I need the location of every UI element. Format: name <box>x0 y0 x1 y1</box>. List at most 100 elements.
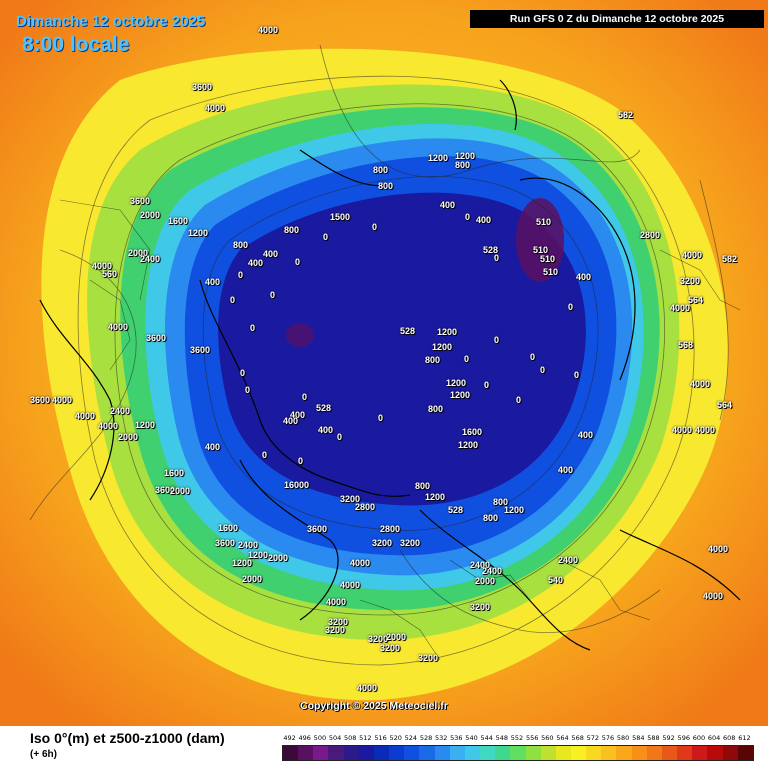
contour-value-label: 800 <box>493 497 509 507</box>
contour-value-label: 400 <box>576 272 592 282</box>
contour-value-label: 4000 <box>75 411 96 421</box>
contour-value-label: 528 <box>316 403 332 413</box>
scale-label: 508 <box>344 734 357 742</box>
contour-value-label: 1200 <box>232 558 253 568</box>
scale-swatch <box>540 746 556 760</box>
scale-swatch <box>737 746 753 760</box>
contour-value-label: 0 <box>270 290 276 300</box>
contour-value-label: 400 <box>283 416 299 426</box>
contour-value-label: 0 <box>484 380 490 390</box>
contour-value-label: 1200 <box>446 378 467 388</box>
contour-value-label: 400 <box>263 249 279 259</box>
scale-label: 604 <box>707 734 721 742</box>
contour-value-label: 2000 <box>268 553 289 563</box>
contour-value-label: 582 <box>722 254 738 264</box>
contour-value-label: 510 <box>536 217 552 227</box>
contour-value-label: 1600 <box>218 523 239 533</box>
scale-label: 516 <box>374 734 387 742</box>
color-scale <box>282 745 754 761</box>
scale-label: 548 <box>495 734 509 742</box>
contour-value-label: 2000 <box>140 210 161 220</box>
contour-value-label: 0 <box>302 392 308 402</box>
scale-swatch <box>692 746 708 760</box>
scale-swatch <box>298 746 314 760</box>
contour-value-label: 400 <box>558 465 574 475</box>
contour-value-label: 0 <box>494 253 500 263</box>
contour-value-label: 1200 <box>425 492 446 502</box>
scale-label: 560 <box>541 734 554 742</box>
scale-label: 552 <box>510 734 524 742</box>
contour-value-label: 1200 <box>428 153 449 163</box>
contour-value-label: 2800 <box>380 524 401 534</box>
contour-value-label: 3200 <box>470 602 491 612</box>
contour-value-label: 0 <box>516 395 522 405</box>
contour-value-label: 0 <box>372 222 378 232</box>
scale-label: 540 <box>465 734 478 742</box>
run-info: Run GFS 0 Z du Dimanche 12 octobre 2025 <box>470 10 764 28</box>
contour-value-label: 3600 <box>130 196 151 206</box>
scale-swatch <box>328 746 344 760</box>
scale-swatch <box>434 746 450 760</box>
contour-value-label: 510 <box>540 254 556 264</box>
scale-label: 612 <box>738 734 751 742</box>
contour-value-label: 0 <box>465 212 471 222</box>
contour-value-label: 3600 <box>190 345 211 355</box>
contour-value-label: 3200 <box>368 634 389 644</box>
scale-swatch <box>313 746 329 760</box>
contour-value-label: 1200 <box>188 228 209 238</box>
contour-value-label: 4000 <box>670 303 691 313</box>
scale-label: 532 <box>434 734 448 742</box>
scale-label: 596 <box>677 734 690 742</box>
contour-value-label: 1500 <box>330 212 351 222</box>
contour-value-label: 1600 <box>462 427 483 437</box>
contour-value-label: 0 <box>530 352 536 362</box>
contour-value-label: 510 <box>543 267 559 277</box>
contour-value-label: 4000 <box>672 425 693 435</box>
contour-value-label: 1200 <box>458 440 479 450</box>
contour-value-label: 4000 <box>690 379 711 389</box>
scale-swatch <box>525 746 541 760</box>
scale-swatch <box>480 746 496 760</box>
contour-value-label: 1200 <box>450 390 471 400</box>
scale-label: 600 <box>692 734 706 742</box>
contour-value-label: 582 <box>618 110 634 120</box>
contour-value-label: 3600 <box>146 333 167 343</box>
contour-value-label: 400 <box>476 215 492 225</box>
contour-value-label: 4000 <box>357 683 378 693</box>
contour-value-label: 560 <box>102 269 118 279</box>
contour-value-label: 4000 <box>350 558 371 568</box>
scale-swatch <box>661 746 678 760</box>
scale-label: 608 <box>723 734 736 742</box>
scale-swatch <box>646 746 662 760</box>
contour-value-label: 800 <box>425 355 441 365</box>
contour-value-label: 2400 <box>482 566 503 576</box>
scale-swatch <box>389 746 405 760</box>
contour-value-label: 400 <box>318 425 334 435</box>
scale-swatch <box>631 746 647 760</box>
forecast-date: Dimanche 12 octobre 2025 <box>16 13 206 30</box>
contour-value-label: 3600 <box>155 485 176 495</box>
contour-value-label: 400 <box>440 200 456 210</box>
contour-value-label: 510 <box>533 245 549 255</box>
contour-value-label: 3200 <box>328 617 349 627</box>
scale-label: 492 <box>283 734 296 742</box>
scale-swatch <box>722 746 738 760</box>
scale-label: 572 <box>586 734 600 742</box>
contour-value-label: 4000 <box>108 322 129 332</box>
contour-value-label: 3200 <box>372 538 393 548</box>
low-pressure-core <box>516 198 564 282</box>
contour-value-label: 1200 <box>437 327 458 337</box>
contour-value-label: 2000 <box>475 576 496 586</box>
contour-value-label: 0 <box>323 232 329 242</box>
contour-value-label: 0 <box>574 370 580 380</box>
contour-value-label: 564 <box>688 295 704 305</box>
contour-value-label: 1200 <box>248 550 269 560</box>
contour-value-label: 4000 <box>695 425 716 435</box>
contour-value-label: 3600 <box>30 395 51 405</box>
contour-value-label: 4000 <box>326 597 347 607</box>
scale-label: 584 <box>632 734 645 742</box>
contour-value-label: 2000 <box>128 248 149 258</box>
contour-value-label: 0 <box>540 365 546 375</box>
scale-label: 576 <box>601 734 615 742</box>
contour-value-label: 2400 <box>558 555 579 565</box>
